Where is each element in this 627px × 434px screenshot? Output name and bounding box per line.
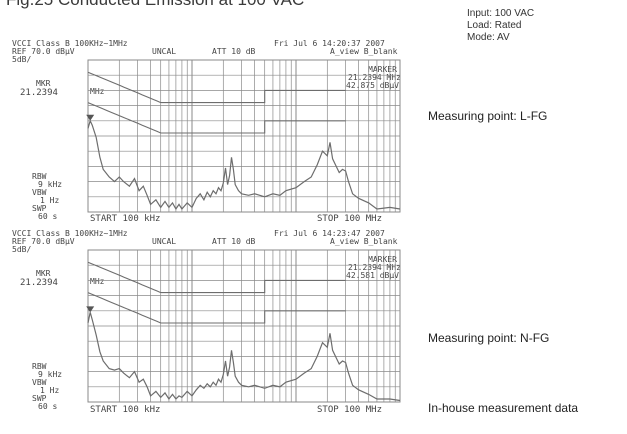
emission-trace bbox=[87, 119, 401, 211]
p2-vbw-value: 1 Hz bbox=[40, 386, 60, 395]
p1-rbw-value: 9 kHz bbox=[38, 180, 63, 189]
p2-header-att: ATT 10 dB bbox=[212, 237, 256, 246]
p1-rbw-label: RBW bbox=[32, 172, 47, 181]
p2-rbw-value: 9 kHz bbox=[38, 370, 63, 379]
p2-mkr-unit: MHz bbox=[90, 277, 105, 286]
p2-mkr-label: MKR bbox=[36, 269, 51, 278]
p1-header-scale: 5dB/ bbox=[12, 55, 32, 64]
p1-mkr-value: 21.2394 bbox=[20, 88, 58, 98]
p2-swp-label: SWP bbox=[32, 394, 47, 403]
p2-marker-freq: 21.2394 MHz bbox=[348, 263, 401, 272]
measuring-point-label-2: Measuring point: N-FG bbox=[428, 331, 550, 345]
p1-mkr-label: MKR bbox=[36, 79, 51, 88]
p1-header-att: ATT 10 dB bbox=[212, 47, 256, 56]
measuring-point-label-1: Measuring point: L-FG bbox=[428, 109, 548, 123]
plot-panel-l-fg bbox=[86, 59, 401, 213]
p1-header-uncal: UNCAL bbox=[152, 47, 177, 56]
marker-triangle bbox=[86, 114, 95, 121]
limit-line-av bbox=[87, 102, 346, 134]
p2-marker-label: MARKER bbox=[368, 255, 397, 264]
p2-rbw-label: RBW bbox=[32, 362, 47, 371]
footnote: In-house measurement data bbox=[428, 401, 579, 415]
limit-line-qp bbox=[87, 71, 346, 104]
p1-header-view: A_view B_blank bbox=[330, 47, 398, 56]
emission-trace bbox=[87, 312, 401, 402]
p1-header-ref: REF 70.0 dBμV bbox=[12, 47, 75, 56]
p1-start-label: START 100 kHz bbox=[90, 214, 161, 224]
p2-header-uncal: UNCAL bbox=[152, 237, 177, 246]
figure-title: Fig.25 Conducted Emission at 100 VAC bbox=[6, 0, 304, 10]
condition-load: Load: Rated bbox=[467, 20, 522, 31]
p1-marker-level: 42.875 dBμV bbox=[346, 81, 399, 90]
p2-swp-value: 60 s bbox=[38, 402, 58, 411]
p1-header-title: VCCI Class B 100KHz~1MHz bbox=[12, 39, 128, 48]
p2-vbw-label: VBW bbox=[32, 378, 47, 387]
p2-header-ref: REF 70.0 dBμV bbox=[12, 237, 75, 246]
p1-vbw-label: VBW bbox=[32, 188, 47, 197]
p2-header-date: Fri Jul 6 14:23:47 2007 bbox=[274, 229, 385, 238]
p2-header-scale: 5dB/ bbox=[12, 245, 32, 254]
plot-panel-n-fg bbox=[86, 249, 401, 403]
limit-line-av bbox=[87, 292, 346, 324]
p1-swp-value: 60 s bbox=[38, 212, 58, 221]
condition-input: Input: 100 VAC bbox=[467, 8, 535, 19]
marker-triangle bbox=[86, 306, 95, 313]
p1-marker-label: MARKER bbox=[368, 65, 397, 74]
p1-vbw-value: 1 Hz bbox=[40, 196, 60, 205]
p1-mkr-unit: MHz bbox=[90, 87, 105, 96]
condition-mode: Mode: AV bbox=[467, 32, 510, 43]
p1-marker-freq: 21.2394 MHz bbox=[348, 73, 401, 82]
p2-header-view: A_view B_blank bbox=[330, 237, 398, 246]
p1-stop-label: STOP 100 MHz bbox=[317, 214, 383, 224]
p2-header-title: VCCI Class B 100KHz~1MHz bbox=[12, 229, 128, 238]
p2-start-label: START 100 kHz bbox=[90, 405, 161, 415]
p1-header-date: Fri Jul 6 14:20:37 2007 bbox=[274, 39, 385, 48]
p1-swp-label: SWP bbox=[32, 204, 47, 213]
p2-stop-label: STOP 100 MHz bbox=[317, 405, 383, 415]
p2-marker-level: 42.581 dBμV bbox=[346, 271, 399, 280]
p2-mkr-value: 21.2394 bbox=[20, 278, 58, 288]
limit-line-qp bbox=[87, 261, 346, 294]
